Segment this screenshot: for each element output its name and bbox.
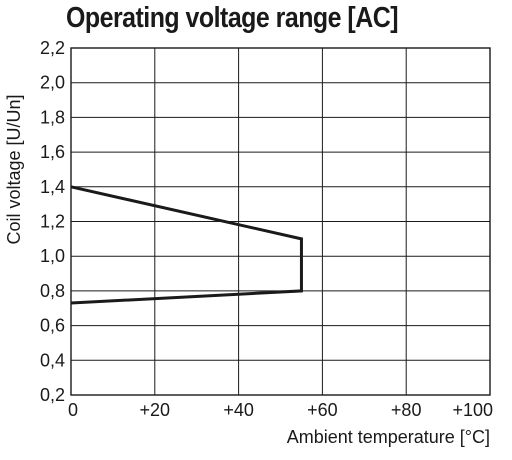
x-tick-label-4: +80 xyxy=(391,400,422,420)
series-line-0 xyxy=(70,185,303,305)
y-tick-label-4: 1,0 xyxy=(40,246,65,266)
y-tick-label-10: 2,2 xyxy=(40,38,65,58)
y-tick-labels: 0,2 0,4 0,6 0,8 1,0 1,2 1,4 1,6 1,8 2,0 2,2 xyxy=(40,38,65,405)
y-tick-label-6: 1,4 xyxy=(40,177,65,197)
series-group xyxy=(70,185,303,305)
x-tick-label-5: +100 xyxy=(452,400,493,420)
y-tick-label-3: 0,8 xyxy=(40,281,65,301)
x-tick-label-1: +20 xyxy=(140,400,171,420)
y-tick-label-0: 0,2 xyxy=(40,385,65,405)
y-tick-label-5: 1,2 xyxy=(40,212,65,232)
y-axis-label: Coil voltage [U/Un] xyxy=(4,94,24,244)
y-tick-label-2: 0,6 xyxy=(40,316,65,336)
x-tick-label-0: 0 xyxy=(68,400,78,420)
x-tick-label-3: +60 xyxy=(307,400,338,420)
y-tick-label-1: 0,4 xyxy=(40,350,65,370)
plot-frame xyxy=(70,47,491,396)
y-tick-label-7: 1,6 xyxy=(40,142,65,162)
x-tick-label-2: +40 xyxy=(223,400,254,420)
y-tick-label-8: 1,8 xyxy=(40,107,65,127)
x-tick-labels: 0 +20 +40 +60 +80 +100 xyxy=(68,400,493,420)
grid-lines xyxy=(70,47,491,396)
y-tick-label-9: 2,0 xyxy=(40,73,65,93)
chart-title: Operating voltage range [AC] xyxy=(66,2,399,34)
x-axis-label: Ambient temperature [°C] xyxy=(287,427,490,447)
